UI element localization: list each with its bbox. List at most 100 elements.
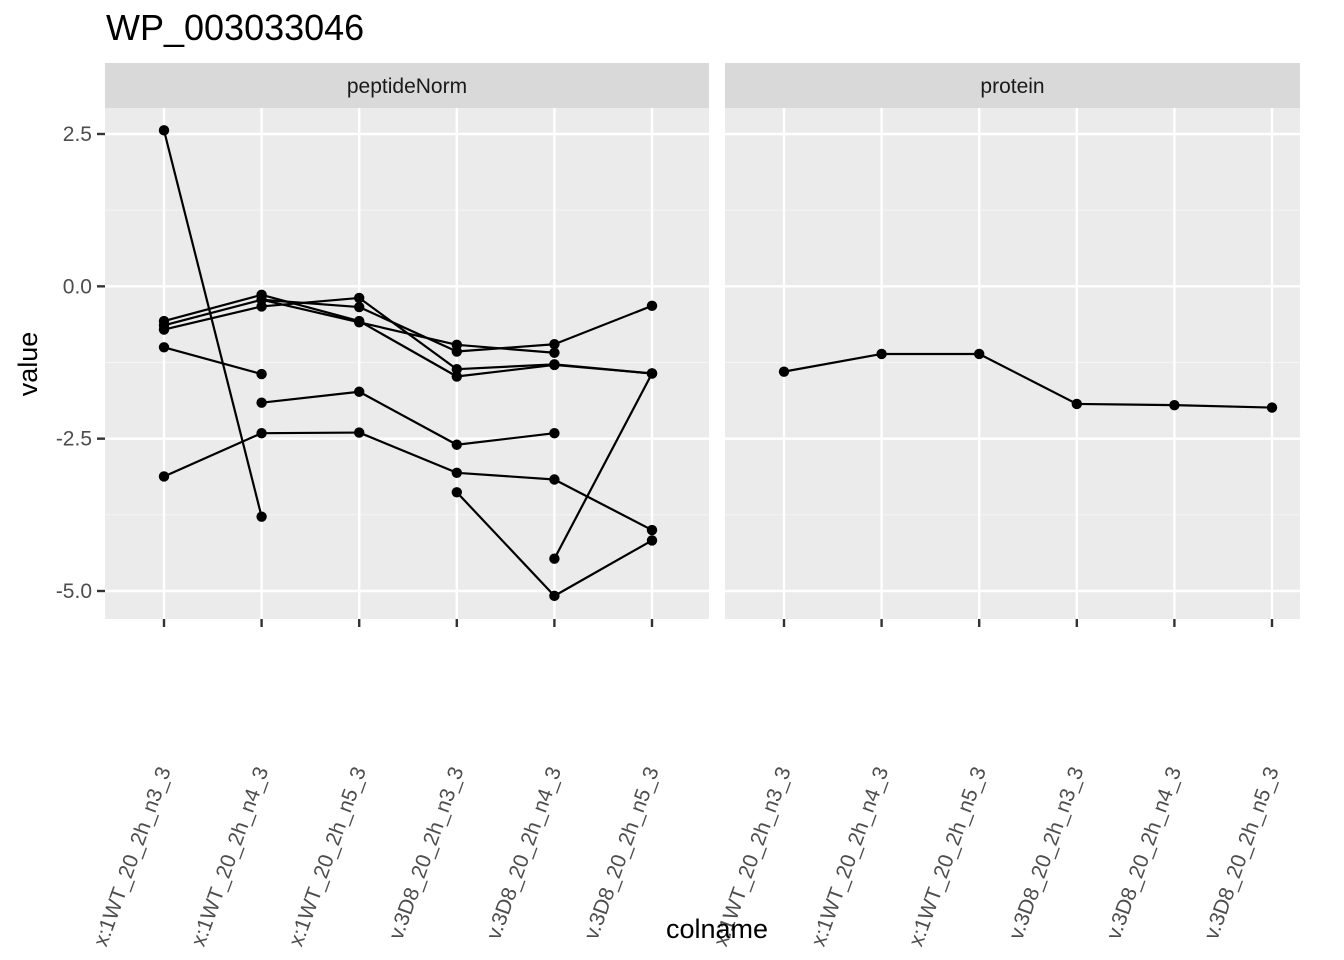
series-1-0 — [778, 348, 1278, 413]
series-line-segment — [553, 304, 653, 346]
facet-strip-label: peptideNorm — [347, 75, 467, 98]
x-tick-label: x:1WT_20_2h_n4_3 — [807, 764, 893, 950]
data-point — [549, 347, 560, 358]
series-line-segment — [261, 293, 360, 323]
x-tick-label: x:1WT_20_2h_n5_3 — [285, 764, 371, 950]
facet-strip — [105, 63, 709, 108]
data-point — [451, 364, 462, 375]
data-point — [354, 317, 365, 328]
data-point — [158, 471, 170, 482]
data-point — [974, 348, 985, 360]
series-0-8 — [451, 487, 658, 602]
data-point — [158, 320, 170, 331]
data-point — [549, 553, 560, 564]
panel-background — [105, 108, 709, 619]
series-line-segment — [358, 306, 458, 353]
series-line-segment — [358, 320, 458, 378]
data-point — [451, 467, 462, 478]
x-tick-label: v.3D8_20_2h_n4_3 — [482, 764, 566, 943]
data-point — [646, 524, 658, 536]
facet-strip-label: protein — [980, 75, 1044, 98]
series-line-segment — [783, 352, 882, 373]
panel-background — [725, 108, 1300, 619]
data-point — [646, 300, 658, 312]
x-tick-label: v.3D8_20_2h_n4_3 — [1102, 764, 1186, 943]
data-point — [256, 511, 267, 522]
data-point — [256, 294, 267, 305]
x-tick-label: x:1WT_20_2h_n5_3 — [905, 764, 991, 950]
x-tick-label: x:1WT_20_2h_n3_3 — [89, 764, 175, 950]
data-point — [549, 590, 560, 602]
data-point — [256, 397, 267, 408]
data-point — [549, 339, 560, 350]
series-line-segment — [358, 431, 458, 474]
x-tick-label: v.3D8_20_2h_n3_3 — [385, 764, 469, 943]
data-point — [451, 487, 462, 498]
data-point — [354, 427, 365, 438]
data-point — [354, 386, 365, 397]
y-tick-label: 0.0 — [63, 275, 92, 298]
data-point — [549, 427, 560, 439]
series-line-segment — [456, 363, 555, 371]
series-0-9 — [549, 368, 658, 564]
x-tick-label: v.3D8_20_2h_n3_3 — [1005, 764, 1089, 943]
y-tick-label: 2.5 — [63, 123, 92, 146]
series-line-segment — [163, 432, 263, 478]
series-line-segment — [163, 298, 262, 327]
series-line-segment — [456, 363, 555, 378]
y-axis: 2.5 0.0 -2.5 -5.0 — [56, 123, 105, 603]
series-line-segment — [978, 352, 1078, 405]
series-line-segment — [163, 305, 262, 331]
data-point — [451, 371, 462, 382]
x-tick-label: x:1WT_20_2h_n4_3 — [187, 764, 273, 950]
series-line-segment — [456, 471, 555, 481]
series-line-segment — [162, 130, 263, 517]
series-0-4 — [256, 294, 560, 358]
data-point — [256, 368, 267, 380]
data-point — [1266, 402, 1278, 413]
series-0-5 — [158, 342, 267, 380]
y-tick-label: -5.0 — [56, 580, 92, 603]
data-point — [1071, 398, 1083, 410]
data-point — [158, 125, 170, 136]
data-point — [778, 366, 790, 377]
chart-title: WP_003033046 — [106, 7, 364, 48]
data-point — [354, 301, 365, 313]
data-point — [549, 474, 560, 485]
data-point — [158, 342, 170, 353]
data-point — [1169, 399, 1180, 411]
data-point — [451, 439, 462, 450]
series-line-segment — [358, 321, 458, 346]
series-line-segment — [1174, 404, 1273, 409]
series-line-segment — [553, 478, 653, 532]
series-0-0 — [158, 125, 267, 522]
data-point — [876, 348, 887, 360]
series-line-segment — [553, 539, 653, 597]
series-0-7 — [158, 427, 658, 536]
data-point — [549, 359, 560, 370]
y-axis-title: value — [13, 332, 43, 397]
facet-strip — [725, 63, 1300, 108]
data-point — [256, 427, 267, 439]
series-line-segment — [261, 296, 360, 308]
x-tick-label: v.3D8_20_2h_n5_3 — [1200, 764, 1284, 943]
series-line-segment — [553, 372, 653, 560]
series-line-segment — [261, 390, 360, 404]
series-0-6 — [256, 386, 560, 450]
series-line-segment — [163, 293, 262, 323]
data-point — [646, 535, 658, 546]
series-line-segment — [554, 363, 653, 375]
x-tick-label: v.3D8_20_2h_n5_3 — [580, 764, 664, 943]
series-line-segment — [455, 491, 556, 597]
series-line-segment — [261, 298, 360, 309]
series-line-segment — [358, 390, 458, 446]
series-line-segment — [261, 431, 360, 435]
series-line-segment — [456, 343, 555, 354]
data-point — [354, 292, 365, 304]
series-line-segment — [1076, 402, 1175, 407]
series-line-segment — [163, 346, 262, 376]
